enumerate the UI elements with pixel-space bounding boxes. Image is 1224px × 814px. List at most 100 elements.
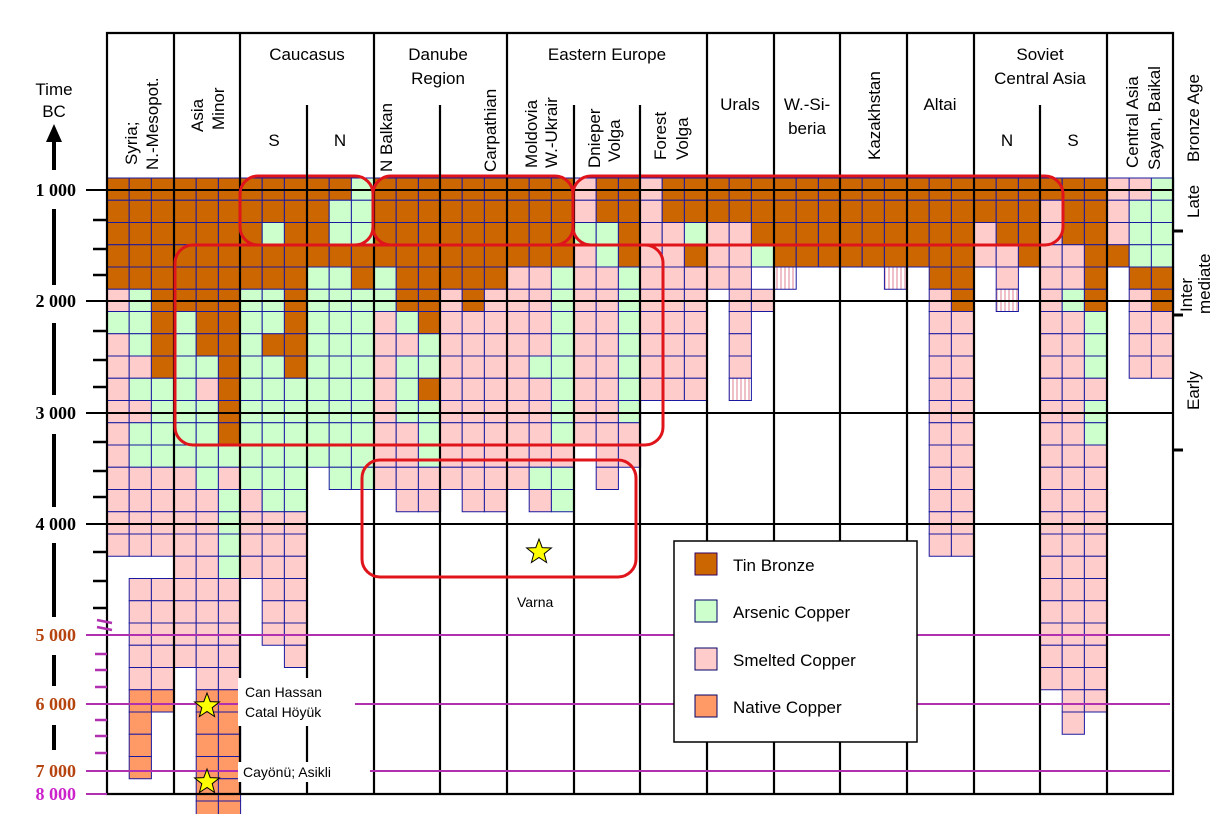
cell xyxy=(728,333,752,357)
highlight-box xyxy=(173,243,665,447)
cell xyxy=(1061,689,1085,713)
cell xyxy=(150,244,175,268)
cell xyxy=(617,400,642,424)
cell xyxy=(239,222,263,246)
cell xyxy=(683,199,708,223)
cell xyxy=(1083,355,1108,379)
cell xyxy=(950,199,975,223)
cell xyxy=(128,333,152,357)
cell xyxy=(439,400,463,424)
cell xyxy=(950,266,975,290)
cell xyxy=(528,489,552,513)
cell xyxy=(373,400,397,424)
cell xyxy=(861,199,885,223)
header-danube: Danube xyxy=(408,45,468,64)
cell xyxy=(173,511,197,535)
cell xyxy=(195,355,219,379)
cell xyxy=(661,222,685,246)
cell xyxy=(528,400,552,424)
cell xyxy=(550,444,575,468)
cell xyxy=(483,311,508,335)
cell xyxy=(217,377,242,401)
legend: Tin Bronze Arsenic Copper Smelted Copper… xyxy=(673,540,918,743)
cell xyxy=(328,377,352,401)
cell xyxy=(1039,644,1063,668)
cell xyxy=(595,222,619,246)
cell xyxy=(1083,555,1108,579)
cell xyxy=(461,466,485,490)
cell xyxy=(1083,422,1108,446)
cell xyxy=(1128,333,1152,357)
cell xyxy=(483,422,508,446)
annotation-varna: Varna xyxy=(517,594,554,610)
cell xyxy=(1061,377,1085,401)
cell xyxy=(217,644,242,668)
cell xyxy=(839,199,863,223)
header-kazakhstan: Kazakhstan xyxy=(865,71,884,160)
y-tick-label: 8 000 xyxy=(36,784,77,804)
cell xyxy=(928,222,952,246)
cell xyxy=(283,489,308,513)
cell xyxy=(395,489,419,513)
cell xyxy=(506,199,530,223)
cell xyxy=(1128,266,1152,290)
cell xyxy=(950,333,975,357)
cell xyxy=(195,222,219,246)
cell xyxy=(128,266,152,290)
cell xyxy=(795,199,819,223)
cell xyxy=(128,756,152,780)
cell xyxy=(639,199,663,223)
cell xyxy=(950,533,975,557)
cell xyxy=(373,333,397,357)
cell xyxy=(150,355,175,379)
cell xyxy=(995,244,1019,268)
cell xyxy=(506,222,530,246)
cell xyxy=(328,466,352,490)
cell xyxy=(217,600,242,624)
header-central-asia-2: Central Asia xyxy=(1123,76,1142,168)
cell xyxy=(283,422,308,446)
header-volga-2: Volga xyxy=(673,117,692,160)
cell xyxy=(350,400,375,424)
cell xyxy=(1150,266,1175,290)
cell xyxy=(328,222,352,246)
highlight-box xyxy=(571,174,1065,247)
up-arrow-icon xyxy=(46,124,62,170)
cell xyxy=(639,222,663,246)
cell xyxy=(995,266,1019,290)
cell xyxy=(306,244,330,268)
cell xyxy=(461,311,485,335)
star-icon xyxy=(525,537,553,564)
cell xyxy=(950,511,975,535)
cell xyxy=(328,400,352,424)
cell xyxy=(239,266,263,290)
cell xyxy=(483,489,508,513)
cell xyxy=(461,333,485,357)
cell xyxy=(195,266,219,290)
cell xyxy=(217,555,242,579)
cell xyxy=(1039,311,1063,335)
cell xyxy=(417,311,442,335)
cell xyxy=(195,667,219,691)
y-tick-labels: 1 000 2 000 3 000 4 000 5 000 6 000 7 000 8 000 xyxy=(36,180,77,804)
cell xyxy=(506,377,530,401)
cell xyxy=(128,711,152,735)
cell xyxy=(328,355,352,379)
cell xyxy=(1061,355,1085,379)
cell xyxy=(173,311,197,335)
cell xyxy=(306,444,330,468)
cell xyxy=(439,466,463,490)
star-icon xyxy=(193,767,221,794)
cell xyxy=(683,333,708,357)
cell xyxy=(283,600,308,624)
cell xyxy=(928,466,952,490)
cell xyxy=(373,466,397,490)
cell xyxy=(1061,222,1085,246)
cell xyxy=(395,333,419,357)
cell xyxy=(195,555,219,579)
cell xyxy=(1061,489,1085,513)
cell xyxy=(217,244,242,268)
cell xyxy=(906,199,930,223)
cell xyxy=(773,222,797,246)
cell xyxy=(106,311,130,335)
